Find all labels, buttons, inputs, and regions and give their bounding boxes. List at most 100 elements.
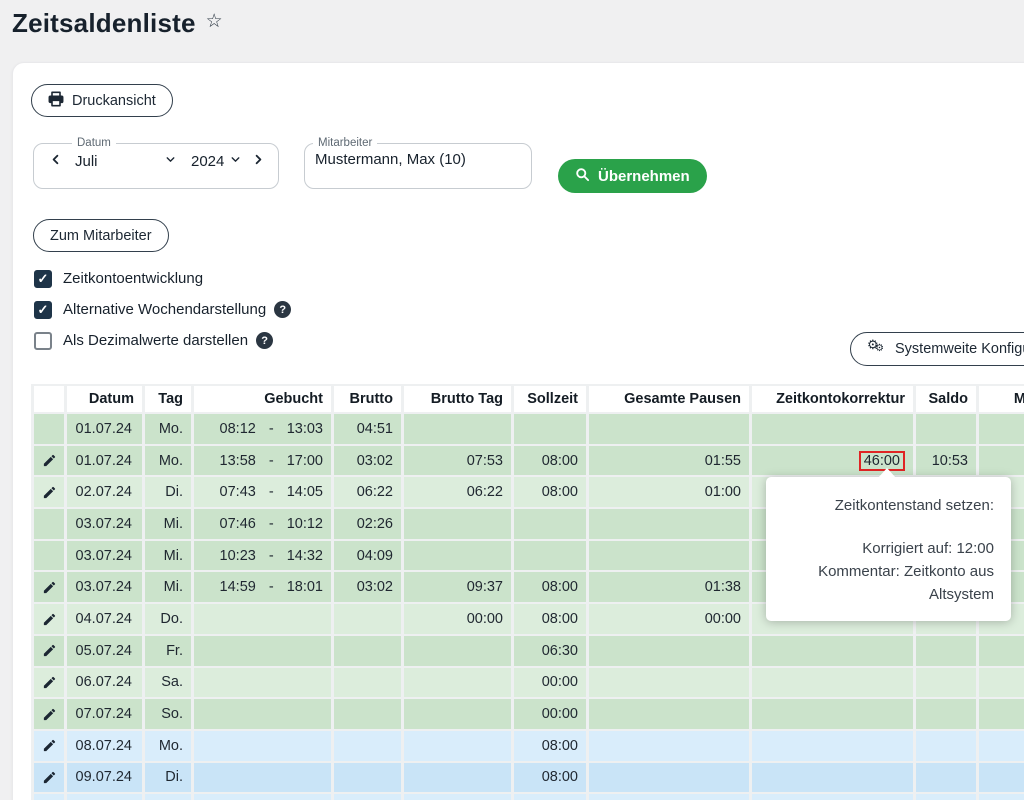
edit-cell-empty xyxy=(34,509,64,539)
tooltip-comment-line: Kommentar: Zeitkonto aus xyxy=(818,563,994,580)
cell-saldo xyxy=(916,414,976,444)
table-row: 08.07.24 Mo. 08:00 xyxy=(34,730,1024,761)
favorite-star-icon[interactable]: ☆ xyxy=(205,11,223,32)
checkbox[interactable] xyxy=(34,331,52,350)
checkbox-label: Alternative Wochendarstellung xyxy=(63,301,267,318)
cell-sollzeit: 08:00 xyxy=(514,477,586,508)
cell-gebucht: 14:59 - 18:01 xyxy=(194,572,331,603)
edit-row-button[interactable] xyxy=(34,667,64,698)
column-header-brutto: Brutto xyxy=(334,386,401,412)
table-row: 01.07.24 Mo. 13:58 - 17:00 03:02 07:53 08:00 0… xyxy=(34,445,1024,476)
print-view-button[interactable]: Druckansicht xyxy=(31,84,173,117)
cell-pausen xyxy=(589,667,749,698)
systemwide-config-button[interactable]: ⚙⚙ Systemweite Konfiguration xyxy=(850,332,1024,366)
edit-row-button[interactable] xyxy=(34,730,64,761)
time-balance-table: Datum Tag Gebucht Brutto Brutto Tag Sollzeit G… xyxy=(31,384,1024,800)
cell-brutto_tag: 00:00 xyxy=(404,604,511,634)
chevron-right-icon xyxy=(251,152,266,170)
checkbox[interactable]: ✓ xyxy=(34,300,52,319)
content-card: Druckansicht Datum Juli 2024 xyxy=(12,62,1024,800)
edit-row-button[interactable] xyxy=(34,699,64,729)
cell-datum xyxy=(67,794,142,800)
tooltip-comment-line2: Altsystem xyxy=(928,586,994,603)
apply-button[interactable]: Übernehmen xyxy=(558,159,707,193)
edit-row-button[interactable] xyxy=(34,572,64,603)
cell-brutto xyxy=(334,635,401,666)
next-month-button[interactable] xyxy=(249,150,268,172)
cell-saldo xyxy=(916,730,976,761)
pencil-icon xyxy=(42,579,57,595)
cell-saldo xyxy=(916,667,976,698)
time-balance-table-wrap: Datum Tag Gebucht Brutto Brutto Tag Sollzeit G… xyxy=(31,384,1024,800)
edit-row-button[interactable] xyxy=(34,604,64,634)
cell-datum: 08.07.24 xyxy=(67,730,142,761)
cell-brutto_tag xyxy=(404,635,511,666)
pencil-icon xyxy=(42,769,57,785)
edit-row-button[interactable] xyxy=(34,762,64,793)
apply-button-label: Übernehmen xyxy=(598,167,690,185)
month-select[interactable]: Juli xyxy=(75,153,177,170)
options-checkbox-list: ✓ Zeitkontoentwicklung ✓ Alternative Wochen… xyxy=(34,263,534,356)
cell-gebucht: 07:46 - 10:12 xyxy=(194,509,331,539)
cell-mehrarbeit xyxy=(979,730,1024,761)
cell-sollzeit xyxy=(514,414,586,444)
employee-field-legend: Mitarbeiter xyxy=(318,137,373,149)
tooltip-caret xyxy=(878,468,896,478)
checkbox-row-0[interactable]: ✓ Zeitkontoentwicklung xyxy=(34,263,534,294)
cell-mehrarbeit xyxy=(979,762,1024,793)
table-row: 09.07.24 Di. 08:00 xyxy=(34,762,1024,793)
search-icon xyxy=(575,167,590,186)
cell-tag: Fr. xyxy=(145,635,191,666)
edit-row-button[interactable] xyxy=(34,635,64,666)
cell-brutto: 04:51 xyxy=(334,414,401,444)
column-header-edit xyxy=(34,386,64,412)
print-view-label: Druckansicht xyxy=(72,92,156,109)
cell-sollzeit: 08:00 xyxy=(514,730,586,761)
cell-tag: Mi. xyxy=(145,540,191,571)
cell-pausen xyxy=(589,414,749,444)
checkbox-row-1[interactable]: ✓ Alternative Wochendarstellung? xyxy=(34,294,534,325)
cell-saldo xyxy=(916,699,976,729)
edit-row-button[interactable] xyxy=(34,445,64,476)
employee-input[interactable]: Mustermann, Max (10) xyxy=(315,151,466,168)
column-header-tag: Tag xyxy=(145,386,191,412)
cell-sollzeit: 08:00 xyxy=(514,762,586,793)
cell-brutto: 04:09 xyxy=(334,540,401,571)
cell-pausen: 01:00 xyxy=(589,477,749,508)
help-icon[interactable]: ? xyxy=(274,301,292,318)
cell-korrektur xyxy=(752,794,913,800)
edit-cell-empty xyxy=(34,414,64,444)
cell-tag: So. xyxy=(145,699,191,729)
column-header-saldo: Saldo xyxy=(916,386,976,412)
page-title: Zeitsaldenliste xyxy=(12,8,196,38)
cell-saldo xyxy=(916,762,976,793)
table-row: 03.07.24 Mi. 10:23 - 14:32 04:09 xyxy=(34,540,1024,571)
cell-brutto: 03:02 xyxy=(334,445,401,476)
cell-gebucht xyxy=(194,730,331,761)
cell-sollzeit: 06:30 xyxy=(514,635,586,666)
cell-pausen xyxy=(589,540,749,571)
cell-tag: Di. xyxy=(145,477,191,508)
year-select[interactable]: 2024 xyxy=(191,153,242,170)
cell-saldo xyxy=(916,794,976,800)
cell-pausen xyxy=(589,730,749,761)
to-employee-button[interactable]: Zum Mitarbeiter xyxy=(33,219,169,252)
cell-gebucht xyxy=(194,635,331,666)
cell-datum: 03.07.24 xyxy=(67,509,142,539)
cell-brutto_tag: 07:53 xyxy=(404,445,511,476)
column-header-gebucht: Gebucht xyxy=(194,386,331,412)
table-header-row: Datum Tag Gebucht Brutto Brutto Tag Sollzeit G… xyxy=(34,386,1024,412)
chevron-left-icon xyxy=(48,152,63,170)
cell-tag: Mo. xyxy=(145,414,191,444)
cell-sollzeit: 08:00 xyxy=(514,572,586,603)
cell-mehrarbeit xyxy=(979,635,1024,666)
checkbox[interactable]: ✓ xyxy=(34,269,52,288)
previous-month-button[interactable] xyxy=(46,150,65,172)
cell-brutto_tag xyxy=(404,794,511,800)
checkbox-row-2[interactable]: Als Dezimalwerte darstellen? xyxy=(34,325,534,356)
edit-row-button[interactable] xyxy=(34,477,64,508)
help-icon[interactable]: ? xyxy=(256,332,274,349)
chevron-down-icon xyxy=(164,153,177,170)
cell-datum: 01.07.24 xyxy=(67,445,142,476)
cell-brutto_tag xyxy=(404,414,511,444)
